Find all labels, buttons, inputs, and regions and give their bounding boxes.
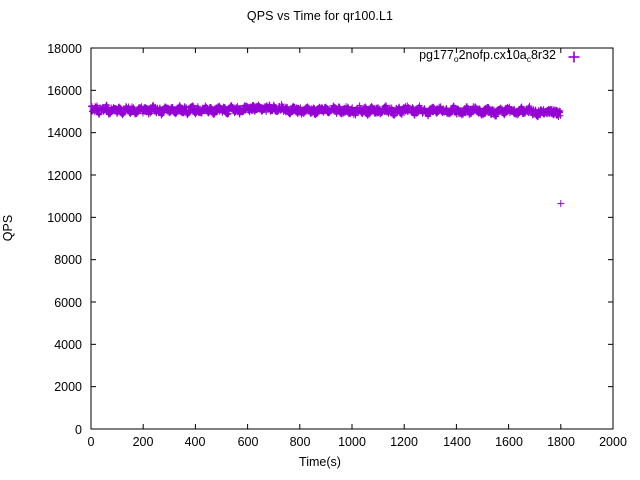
y-tick-label: 14000 [47,126,82,140]
legend-label-part-3: 8r32 [530,48,556,62]
x-axis-label: Time(s) [299,455,341,469]
x-tick-label: 1800 [547,435,575,449]
y-tick-label: 12000 [47,169,82,183]
y-tick-label: 16000 [47,84,82,98]
plus-marker-icon [568,51,580,63]
x-tick-label: 1200 [390,435,418,449]
x-tick-label: 400 [184,435,206,449]
y-tick-label: 8000 [54,253,82,267]
y-tick-label: 2000 [54,380,82,394]
data-series-points [88,101,565,208]
x-tick-label: 2000 [599,435,627,449]
legend-label-part-2: 2nofp.cx10a [458,48,527,62]
y-tick-label: 6000 [54,296,82,310]
x-tick-label: 1000 [338,435,366,449]
legend-label-part-1: pg177 [419,48,454,62]
x-tick-label: 600 [237,435,259,449]
x-tick-label: 1400 [443,435,471,449]
x-tick-label: 1600 [495,435,523,449]
y-tick-label: 10000 [47,211,82,225]
x-tick-label: 200 [132,435,154,449]
y-tick-label: 18000 [47,42,82,56]
legend-label-sub-2: c [526,54,531,64]
chart-title: QPS vs Time for qr100.L1 [246,9,394,23]
y-tick-label: 0 [75,423,82,437]
legend-label-sub-1: o [453,54,459,64]
x-tick-label: 800 [289,435,311,449]
axis-tick-marks [90,47,614,430]
legend-entry-label: pg177o2nofp.cx10ac8r32 [419,48,556,64]
x-tick-label: 0 [87,435,95,449]
y-tick-label: 4000 [54,338,82,352]
